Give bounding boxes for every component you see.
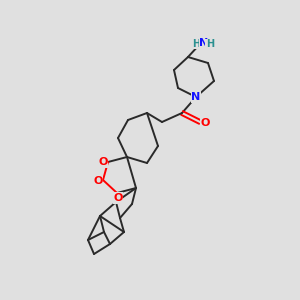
Text: H: H bbox=[206, 39, 214, 49]
Text: N: N bbox=[191, 92, 201, 102]
Text: H: H bbox=[192, 39, 200, 49]
Text: O: O bbox=[93, 176, 103, 186]
Text: N: N bbox=[200, 38, 208, 48]
Text: O: O bbox=[200, 118, 210, 128]
Text: O: O bbox=[113, 193, 123, 203]
Text: O: O bbox=[98, 157, 108, 167]
